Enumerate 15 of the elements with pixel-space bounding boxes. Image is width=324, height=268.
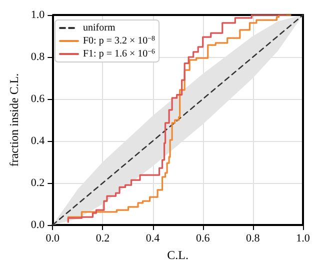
y-tick-label: 0.2 — [30, 177, 45, 189]
y-tick-label: 0.6 — [30, 93, 46, 105]
legend-label: uniform — [83, 22, 116, 34]
x-tick-label: 0.6 — [196, 232, 210, 244]
y-axis-title: fraction inside C.L. — [7, 73, 21, 167]
y-tick-label: 0.4 — [30, 135, 46, 147]
x-tick-label: 0.4 — [146, 232, 160, 244]
y-tick-label: 1.0 — [30, 9, 46, 21]
x-tick-label: 0.8 — [246, 232, 260, 244]
x-tick-label: 0.0 — [46, 232, 60, 244]
x-tick-label: 1.0 — [296, 232, 310, 244]
x-axis-title: C.L. — [167, 248, 188, 262]
y-tick-label: 0.0 — [30, 219, 46, 231]
x-tick-label: 0.2 — [96, 232, 110, 244]
y-tick-label: 0.8 — [30, 51, 46, 63]
